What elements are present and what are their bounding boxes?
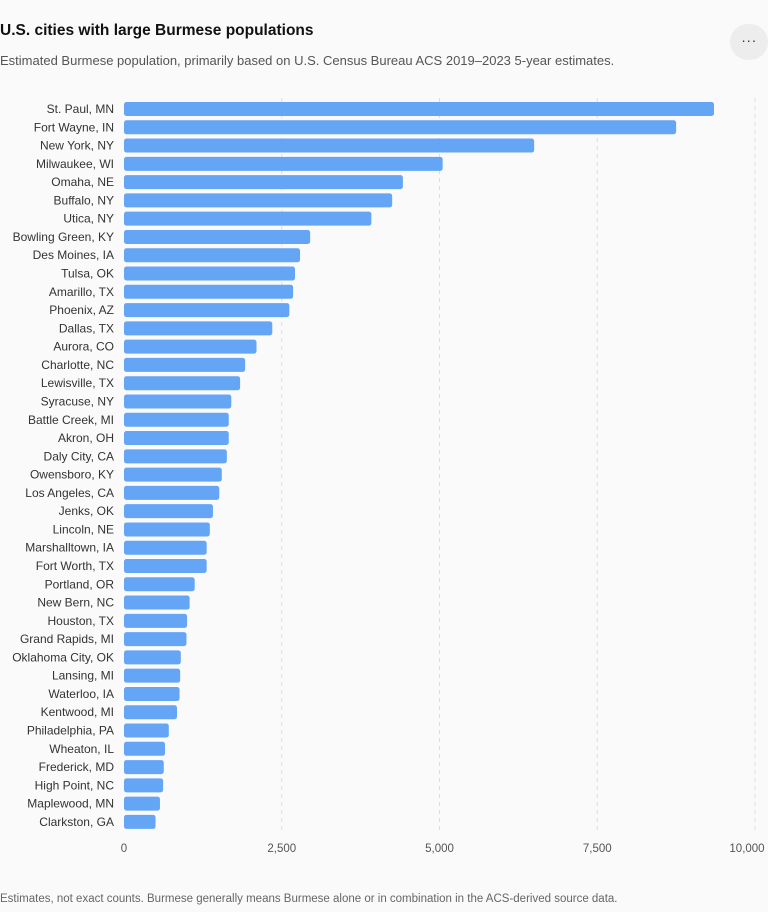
- category-label: Maplewood, MN: [27, 797, 114, 811]
- bar[interactable]: [124, 668, 181, 683]
- bar[interactable]: [124, 339, 257, 354]
- bar[interactable]: [124, 321, 273, 336]
- bar[interactable]: [124, 485, 220, 500]
- bar[interactable]: [124, 303, 290, 318]
- category-label: Tulsa, OK: [61, 267, 114, 281]
- bar[interactable]: [124, 796, 160, 811]
- bar[interactable]: [124, 741, 166, 756]
- bar[interactable]: [124, 723, 169, 738]
- bar[interactable]: [124, 138, 535, 153]
- bar[interactable]: [124, 522, 210, 537]
- category-label: Akron, OH: [58, 431, 114, 445]
- chart-title: U.S. cities with large Burmese populatio…: [0, 22, 314, 39]
- category-label: Los Angeles, CA: [25, 486, 114, 500]
- category-label: Oklahoma City, OK: [12, 650, 114, 664]
- category-label: Philadelphia, PA: [27, 724, 114, 738]
- bar[interactable]: [124, 559, 207, 573]
- category-label: Grand Rapids, MI: [20, 632, 114, 646]
- x-tick-label: 10,000: [729, 843, 764, 855]
- x-axis-ticks: 0 2,500 5,000 7,500 10,000: [121, 843, 765, 855]
- category-labels: St. Paul, MN Fort Wayne, IN New York, NY Mi…: [12, 102, 114, 829]
- category-label: Frederick, MD: [39, 760, 115, 774]
- bar[interactable]: [124, 467, 222, 482]
- x-tick-label: 7,500: [583, 843, 612, 855]
- bar[interactable]: [124, 632, 187, 647]
- category-label: Lincoln, NE: [53, 522, 114, 536]
- chart-footnote: Estimates, not exact counts. Burmese gen…: [0, 893, 618, 905]
- category-label: Lansing, MI: [52, 669, 114, 683]
- category-label: Jenks, OK: [59, 504, 114, 518]
- category-label: Kentwood, MI: [41, 705, 114, 719]
- category-label: Phoenix, AZ: [49, 303, 114, 317]
- category-label: Dallas, TX: [59, 321, 114, 335]
- category-label: Utica, NY: [63, 212, 114, 226]
- bar[interactable]: [124, 595, 190, 610]
- category-label: Battle Creek, MI: [28, 413, 114, 427]
- category-label: Fort Worth, TX: [36, 559, 114, 573]
- category-label: Fort Wayne, IN: [34, 120, 114, 134]
- bar[interactable]: [124, 229, 311, 244]
- chart-subtitle: Estimated Burmese population, primarily …: [0, 53, 615, 68]
- grid-lines: [281, 98, 756, 832]
- category-label: Aurora, CO: [53, 340, 114, 354]
- category-label: High Point, NC: [35, 778, 115, 792]
- bar[interactable]: [124, 248, 301, 263]
- bar[interactable]: [124, 577, 195, 592]
- bar[interactable]: [124, 357, 246, 372]
- bar[interactable]: [124, 650, 181, 665]
- category-label: Wheaton, IL: [49, 742, 114, 756]
- category-label: St. Paul, MN: [47, 102, 114, 116]
- bar[interactable]: [124, 412, 229, 427]
- bar[interactable]: [124, 540, 207, 555]
- category-label: Daly City, CA: [44, 449, 114, 463]
- bars: [124, 102, 714, 829]
- x-tick-label: 2,500: [267, 843, 296, 855]
- bar[interactable]: [124, 193, 393, 208]
- bar[interactable]: [124, 102, 714, 116]
- bar[interactable]: [124, 211, 372, 226]
- bar[interactable]: [124, 814, 156, 829]
- more-horizontal-icon: ···: [741, 32, 757, 48]
- category-label: Syracuse, NY: [41, 394, 114, 408]
- category-label: Portland, OR: [45, 577, 115, 591]
- category-label: Buffalo, NY: [54, 193, 114, 207]
- category-label: New York, NY: [40, 139, 114, 153]
- bar[interactable]: [124, 266, 296, 281]
- category-label: Charlotte, NC: [41, 358, 114, 372]
- x-tick-label: 0: [121, 843, 127, 855]
- bar[interactable]: [124, 431, 229, 446]
- x-tick-label: 5,000: [425, 843, 454, 855]
- category-label: Lewisville, TX: [41, 376, 114, 390]
- category-label: Clarkston, GA: [39, 815, 114, 829]
- bar[interactable]: [124, 504, 213, 519]
- more-options-button[interactable]: ···: [730, 24, 768, 60]
- category-label: Milwaukee, WI: [36, 157, 114, 171]
- bar[interactable]: [124, 705, 178, 720]
- bar[interactable]: [124, 376, 241, 391]
- bar[interactable]: [124, 613, 188, 628]
- category-label: Waterloo, IA: [48, 687, 114, 701]
- bar[interactable]: [124, 120, 677, 135]
- category-label: Bowling Green, KY: [13, 230, 114, 244]
- bar[interactable]: [124, 686, 180, 701]
- category-label: Marshalltown, IA: [25, 541, 114, 555]
- bar-chart: St. Paul, MN Fort Wayne, IN New York, NY Mi…: [12, 98, 765, 855]
- category-label: Houston, TX: [48, 614, 114, 628]
- category-label: Omaha, NE: [51, 175, 114, 189]
- bar[interactable]: [124, 175, 403, 190]
- bar[interactable]: [124, 156, 443, 171]
- category-label: Des Moines, IA: [33, 248, 114, 262]
- category-label: Amarillo, TX: [49, 285, 114, 299]
- bar[interactable]: [124, 284, 294, 299]
- category-label: Owensboro, KY: [30, 468, 114, 482]
- bar[interactable]: [124, 778, 164, 793]
- bar[interactable]: [124, 394, 232, 409]
- category-label: New Bern, NC: [37, 596, 114, 610]
- bar[interactable]: [124, 449, 227, 464]
- bar[interactable]: [124, 760, 164, 775]
